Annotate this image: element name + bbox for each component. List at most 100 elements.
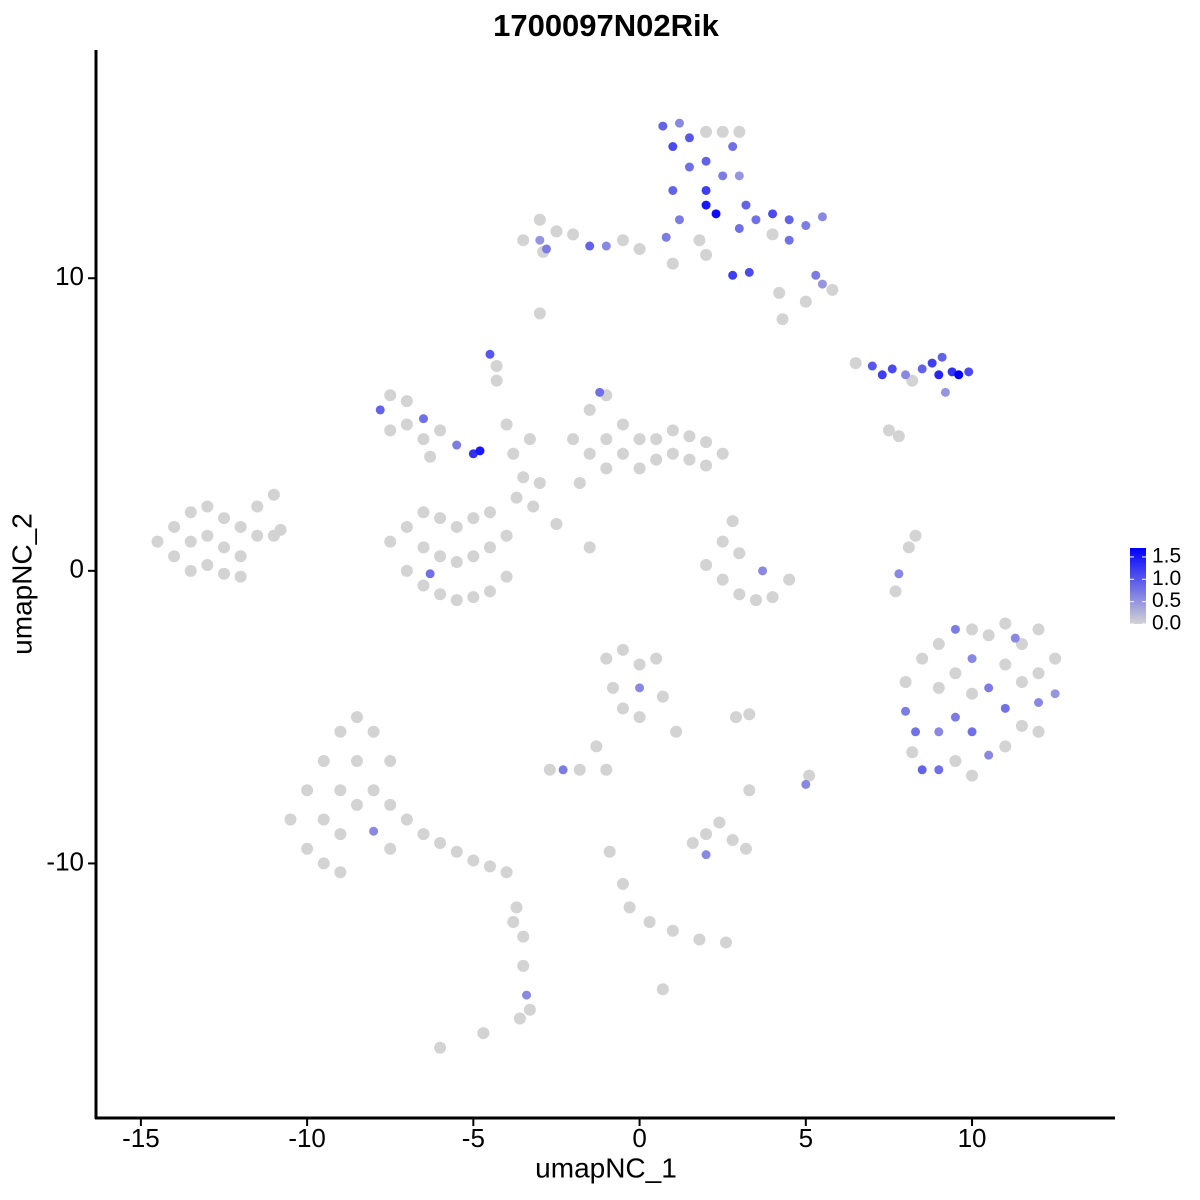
cell-point	[573, 477, 586, 490]
cell-point	[535, 235, 545, 245]
cell-point	[184, 506, 197, 519]
cell-point	[801, 221, 811, 231]
cell-point	[734, 171, 744, 181]
cell-point	[350, 798, 363, 811]
color-bar-label: 1.0	[1152, 567, 1181, 590]
cell-point	[583, 403, 596, 416]
cell-point	[744, 267, 754, 277]
cell-point	[317, 857, 330, 870]
cell-point	[417, 579, 430, 592]
cell-point	[917, 364, 927, 374]
cell-point	[1032, 725, 1045, 738]
cell-point	[284, 813, 297, 826]
cell-point	[656, 690, 669, 703]
cell-point	[674, 215, 684, 225]
cell-point	[674, 118, 684, 128]
cell-point	[716, 535, 729, 548]
cell-point	[949, 667, 962, 680]
cell-point	[713, 816, 726, 829]
cell-point	[217, 567, 230, 580]
cell-point	[668, 185, 678, 195]
cell-point	[700, 436, 713, 449]
cell-point	[417, 433, 430, 446]
cell-point	[234, 550, 247, 563]
cell-point	[916, 652, 929, 665]
cell-point	[658, 121, 668, 131]
cell-point	[716, 573, 729, 586]
cell-point	[467, 512, 480, 525]
cell-point	[334, 866, 347, 879]
cell-point	[533, 213, 546, 226]
cell-point	[700, 248, 713, 261]
cell-point	[934, 727, 944, 737]
cell-point	[467, 591, 480, 604]
y-tick-label: 0	[70, 554, 84, 584]
cell-point	[500, 418, 513, 431]
cell-point	[799, 295, 812, 308]
cell-point	[367, 784, 380, 797]
cell-point	[590, 740, 603, 753]
cell-point	[726, 515, 739, 528]
cell-point	[877, 370, 887, 380]
cell-point	[567, 228, 580, 241]
cell-point	[583, 541, 596, 554]
cell-point	[817, 279, 827, 289]
cell-point	[350, 755, 363, 768]
cell-point	[901, 706, 911, 716]
cell-point	[151, 535, 164, 548]
cell-point	[267, 488, 280, 501]
cell-point	[892, 430, 905, 443]
cell-point	[1015, 637, 1028, 650]
x-axis-label: umapNC_1	[535, 1152, 677, 1183]
cell-point	[450, 845, 463, 858]
cell-point	[1050, 689, 1060, 699]
cell-point	[733, 588, 746, 601]
cell-point	[424, 450, 437, 463]
cell-point	[784, 215, 794, 225]
cell-point	[567, 433, 580, 446]
cell-point	[334, 725, 347, 738]
cell-point	[743, 784, 756, 797]
cell-point	[743, 708, 756, 721]
cell-point	[967, 654, 977, 664]
cell-point	[450, 594, 463, 607]
cell-point	[701, 850, 711, 860]
cell-point	[927, 358, 937, 368]
cell-point	[776, 313, 789, 326]
x-tick-label: 0	[632, 1123, 646, 1153]
cell-point	[550, 518, 563, 531]
cell-point	[517, 234, 530, 247]
cell-point	[301, 784, 314, 797]
cell-point	[887, 364, 897, 374]
cell-point	[384, 755, 397, 768]
cell-point	[483, 860, 496, 873]
cell-point	[964, 367, 974, 377]
cell-point	[967, 727, 977, 737]
cell-point	[932, 681, 945, 694]
cell-point	[768, 209, 778, 219]
cell-point	[766, 228, 779, 241]
cell-point	[450, 520, 463, 533]
cell-point	[507, 447, 520, 460]
cell-point	[693, 933, 706, 946]
cell-point	[984, 683, 994, 693]
color-bar-label: 0.0	[1152, 612, 1181, 635]
cell-point	[533, 477, 546, 490]
cell-point	[683, 453, 696, 466]
cell-point	[937, 352, 947, 362]
cell-point	[334, 828, 347, 841]
x-tick-label: -5	[462, 1123, 485, 1153]
cell-point	[693, 234, 706, 247]
cell-point	[400, 813, 413, 826]
cell-point	[741, 200, 751, 210]
cell-point	[483, 506, 496, 519]
cell-point	[400, 395, 413, 408]
cell-point	[522, 990, 532, 1000]
cell-point	[434, 836, 447, 849]
cell-point	[643, 915, 656, 928]
cell-point	[251, 500, 264, 513]
cell-point	[616, 702, 629, 715]
cell-point	[301, 842, 314, 855]
cell-point	[666, 257, 679, 270]
